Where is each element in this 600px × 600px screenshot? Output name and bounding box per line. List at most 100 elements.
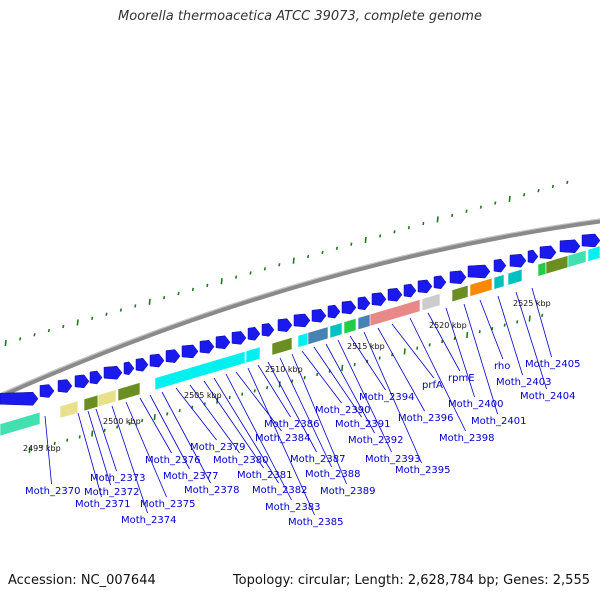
leader-line — [125, 401, 167, 498]
kbp-scale-label: 2500 kbp — [103, 417, 141, 426]
kbp-scale-label: 2495 kbp — [23, 444, 61, 453]
gene-label[interactable]: Moth_2371 — [75, 499, 130, 510]
leader-line — [301, 350, 342, 404]
gene-label[interactable]: Moth_2393 — [365, 454, 420, 465]
leader-line — [479, 299, 504, 360]
leader-line — [463, 303, 498, 415]
outer-tick-mark — [350, 242, 353, 246]
gene-label[interactable]: Moth_2381 — [237, 470, 292, 481]
inner-tick-mark — [428, 343, 431, 347]
gene-label[interactable]: Moth_2394 — [359, 392, 414, 403]
gene-label[interactable]: Moth_2376 — [145, 455, 200, 466]
gene-label[interactable]: rho — [494, 361, 510, 372]
gene-label[interactable]: Moth_2395 — [395, 465, 450, 476]
gene-arrow — [493, 258, 507, 273]
inner-tick-mark — [178, 408, 181, 413]
leader-line — [139, 397, 172, 454]
outer-tick-mark — [321, 250, 324, 255]
gene-arrow — [57, 379, 73, 393]
inner-tick-mark — [478, 330, 481, 334]
gene-arrow — [0, 391, 39, 406]
leader-line — [377, 327, 425, 412]
gene-label[interactable]: Moth_2386 — [264, 419, 319, 430]
gene-label[interactable]: Moth_2378 — [184, 485, 239, 496]
gene-label[interactable]: Moth_2375 — [140, 499, 195, 510]
feature-box — [59, 400, 79, 419]
gene-label[interactable]: Moth_2382 — [252, 485, 307, 496]
outer-tick-mark — [91, 316, 94, 320]
feature-box — [587, 245, 600, 262]
gene-arrow — [341, 300, 357, 315]
accession-text: Accession: NC_007644 — [8, 573, 156, 588]
gene-arrow — [261, 323, 275, 337]
gene-arrow — [433, 275, 447, 290]
feature-box — [469, 277, 493, 297]
inner-tick-mark — [141, 418, 144, 423]
feature-box — [117, 382, 141, 402]
leader-line — [225, 373, 292, 501]
gene-label[interactable]: Moth_2389 — [320, 486, 375, 497]
outer-tick-mark — [537, 188, 540, 193]
leader-line — [87, 410, 111, 486]
outer-tick-mark — [220, 278, 223, 285]
outer-tick-mark — [379, 234, 382, 238]
outer-tick-mark — [191, 287, 194, 292]
leader-line — [235, 371, 282, 432]
gene-label[interactable]: Moth_2387 — [290, 454, 345, 465]
leader-line — [291, 353, 347, 485]
gene-label[interactable]: Moth_2392 — [348, 435, 403, 446]
outer-tick-mark — [148, 298, 151, 305]
inner-tick-mark — [378, 356, 381, 360]
gene-label[interactable]: Moth_2401 — [471, 416, 526, 427]
gene-label[interactable]: Moth_2383 — [265, 502, 320, 513]
leader-line — [349, 335, 386, 391]
feature-box — [154, 350, 246, 391]
gene-label[interactable]: Moth_2398 — [439, 433, 494, 444]
gene-label[interactable]: rpmE — [448, 373, 475, 384]
gene-label[interactable]: Moth_2370 — [25, 486, 80, 497]
gene-arrow — [199, 339, 215, 354]
gene-label[interactable]: Moth_2373 — [90, 473, 145, 484]
outer-tick-mark — [119, 308, 122, 312]
inner-tick-mark — [41, 445, 44, 449]
outer-tick-mark — [134, 304, 137, 308]
gene-label[interactable]: prfA — [422, 380, 443, 391]
gene-arrow — [467, 264, 491, 279]
gene-arrow — [387, 287, 403, 302]
gene-arrow — [581, 233, 600, 248]
gene-label[interactable]: Moth_2372 — [84, 487, 139, 498]
feature-box — [297, 332, 309, 348]
leaders-layer — [44, 287, 552, 516]
leader-line — [363, 331, 422, 464]
leader-line — [325, 343, 375, 434]
gene-label[interactable]: Moth_2385 — [288, 517, 343, 528]
gene-label[interactable]: Moth_2405 — [525, 359, 580, 370]
gene-label[interactable]: Moth_2388 — [305, 469, 360, 480]
kbp-scale-label: 2515 kbp — [347, 342, 385, 351]
outer-tick-mark — [335, 246, 338, 250]
gene-label[interactable]: Moth_2380 — [213, 455, 268, 466]
outer-tick-mark — [33, 333, 36, 337]
gene-label[interactable]: Moth_2404 — [520, 391, 575, 402]
inner-tick-mark — [53, 441, 56, 446]
inner-tick-mark — [241, 392, 244, 396]
gene-arrow — [357, 296, 371, 311]
gene-label[interactable]: Moth_2403 — [496, 377, 551, 388]
inner-tick-mark — [166, 412, 169, 416]
inner-tick-mark — [303, 376, 306, 380]
gene-label[interactable]: Moth_2377 — [163, 471, 218, 482]
outer-tick-mark — [494, 201, 497, 205]
leader-line — [409, 317, 466, 432]
gene-label[interactable]: Moth_2396 — [398, 413, 453, 424]
feature-box — [245, 346, 261, 364]
inner-tick-mark — [153, 414, 156, 421]
gene-label[interactable]: Moth_2400 — [448, 399, 503, 410]
leader-line — [337, 339, 392, 453]
gene-label[interactable]: Moth_2379 — [190, 442, 245, 453]
gene-label[interactable]: Moth_2391 — [335, 419, 390, 430]
leader-line — [111, 405, 148, 514]
gene-label[interactable]: Moth_2384 — [255, 433, 310, 444]
gene-label[interactable]: Moth_2390 — [315, 405, 370, 416]
gene-label[interactable]: Moth_2374 — [121, 515, 176, 526]
labels-layer: 2495 kbp 2500 kbp 2505 kbp 2510 kbp 2515 kbp… — [23, 299, 580, 528]
